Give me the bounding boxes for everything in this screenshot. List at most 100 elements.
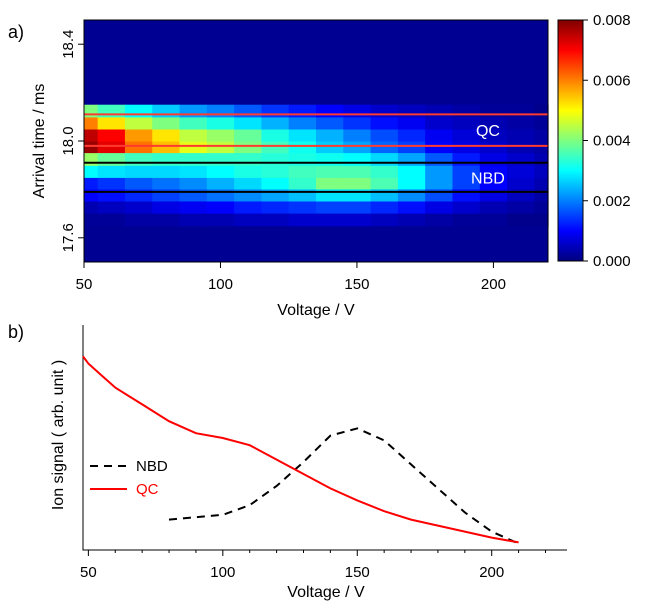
panel-a-label: a) <box>8 22 24 42</box>
legend: NBD QC <box>90 458 168 498</box>
heatmap-cell <box>124 141 153 154</box>
heatmap-cell <box>479 201 508 215</box>
heatmap-cell <box>370 213 399 227</box>
heatmap-cell <box>452 213 481 227</box>
heatmap-cell <box>179 104 208 118</box>
heatmap-cell <box>261 141 290 154</box>
heatmap-cell <box>97 201 126 215</box>
heatmap-cell <box>234 201 263 215</box>
heatmap-cell <box>179 165 208 178</box>
heatmap-cell <box>124 104 153 118</box>
heatmap-cell <box>452 201 481 215</box>
heatmap-cell <box>179 153 208 166</box>
gate-label: NBD <box>471 170 505 187</box>
heatmap-cell <box>316 165 344 178</box>
heatmap-cell <box>425 116 454 130</box>
x-tick-label: 150 <box>345 564 370 581</box>
x-tick-label: 50 <box>80 564 97 581</box>
heatmap-cell <box>152 177 181 190</box>
heatmap-cell <box>534 141 549 154</box>
heatmap-cell <box>316 153 344 166</box>
heatmap-cell <box>534 213 549 227</box>
heatmap-cell <box>234 104 263 118</box>
x-tick-label: 100 <box>208 276 233 293</box>
heatmap-cell <box>343 165 372 178</box>
heatmap-cell <box>479 165 508 178</box>
heatmap-cell <box>425 153 454 166</box>
heatmap-cell <box>84 213 99 227</box>
heatmap-cell <box>452 165 481 178</box>
y-tick-label: 18.0 <box>60 126 77 155</box>
heatmap-cell <box>425 177 454 190</box>
series-line-qc <box>82 355 519 544</box>
heatmap-cell <box>234 165 263 178</box>
x-tick-label: 200 <box>479 564 504 581</box>
line-panel: b) 50 100 150 200 NBD QC Voltage / V Ion sig… <box>8 322 567 601</box>
legend-label-nbd: NBD <box>136 458 168 475</box>
heatmap-cell <box>152 141 181 154</box>
heatmap-cell <box>124 116 153 130</box>
heatmap-cell <box>288 201 317 215</box>
heatmap-cell <box>425 141 454 154</box>
heatmap-cell <box>452 177 481 190</box>
legend-label-qc: QC <box>136 481 159 498</box>
heatmap-cell <box>507 116 535 130</box>
heatmap-cell <box>206 165 235 178</box>
heatmap-cell <box>261 128 290 142</box>
heatmap-cell <box>479 128 508 142</box>
heatmap-cell <box>425 165 454 178</box>
heatmap-cell <box>397 116 426 130</box>
heatmap-cell <box>179 128 208 142</box>
heatmap-cell <box>316 201 344 215</box>
heatmap-cell <box>124 201 153 215</box>
line-x-ticks: 50 100 150 200 <box>80 550 546 581</box>
heatmap-cell <box>425 104 454 118</box>
colorbar-tick-label: 0.006 <box>593 72 631 89</box>
heatmap-cell <box>206 128 235 142</box>
heatmap-cell <box>316 213 344 227</box>
gate-label: QC <box>476 123 500 140</box>
heatmap-cell <box>124 128 153 142</box>
heatmap-cell <box>97 213 126 227</box>
colorbar <box>557 19 584 262</box>
heatmap-cell <box>179 177 208 190</box>
heatmap-cell <box>234 177 263 190</box>
heatmap-cell <box>206 213 235 227</box>
heatmap-cell <box>234 141 263 154</box>
heatmap-cell <box>124 165 153 178</box>
heatmap-cell <box>84 165 99 178</box>
heatmap-cell <box>343 116 372 130</box>
heatmap-cell <box>397 213 426 227</box>
heatmap-cell <box>84 116 99 130</box>
heatmap-cell <box>234 116 263 130</box>
heatmap-cell <box>452 116 481 130</box>
y-tick-label: 17.6 <box>60 223 77 252</box>
heatmap-cell <box>152 213 181 227</box>
colorbar-tick-label: 0.000 <box>593 253 631 270</box>
heatmap-cell <box>370 116 399 130</box>
heatmap-cell <box>397 153 426 166</box>
heatmap-cell <box>343 104 372 118</box>
heatmap-cell <box>316 177 344 190</box>
heatmap-cell <box>97 177 126 190</box>
heatmap-x-axis-label: Voltage / V <box>277 302 355 319</box>
heatmap-cell <box>179 213 208 227</box>
colorbar-tick-label: 0.004 <box>593 133 631 150</box>
heatmap-cell <box>261 213 290 227</box>
heatmap-cell <box>316 116 344 130</box>
heatmap-cell <box>534 177 549 190</box>
heatmap-cell <box>397 177 426 190</box>
heatmap-cell <box>507 128 535 142</box>
heatmap-cell <box>507 177 535 190</box>
heatmap-cell <box>370 153 399 166</box>
heatmap-cell <box>124 213 153 227</box>
heatmap-cell <box>316 128 344 142</box>
heatmap-cell <box>479 177 508 190</box>
heatmap-cell <box>479 116 508 130</box>
heatmap-cell <box>343 177 372 190</box>
heatmap-cell <box>534 165 549 178</box>
heatmap-cell <box>97 165 126 178</box>
heatmap-cell <box>261 104 290 118</box>
heatmap-cell <box>343 141 372 154</box>
heatmap-cell <box>84 104 99 118</box>
